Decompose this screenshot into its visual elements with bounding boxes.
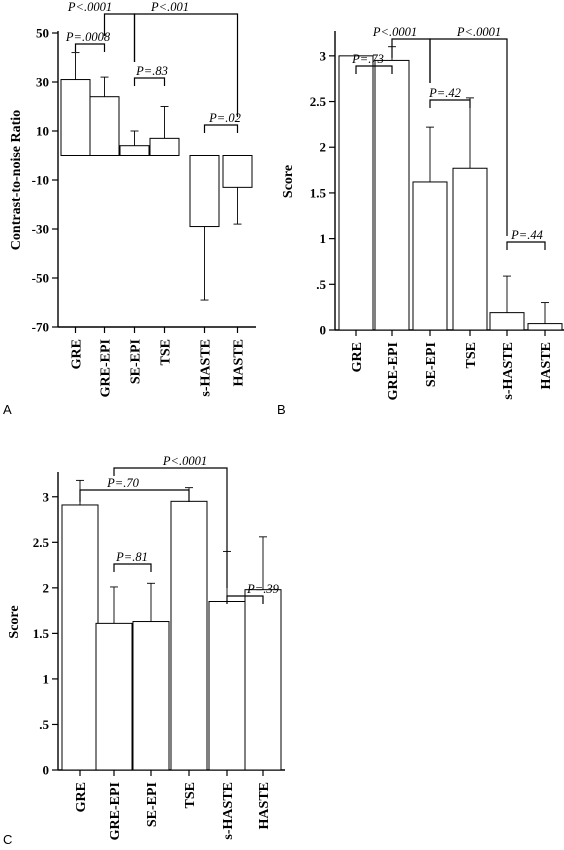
p-value-label: P=.02 xyxy=(208,111,241,125)
p-value-label: P=.44 xyxy=(510,228,543,242)
y-tick-label: -50 xyxy=(32,271,49,286)
y-axis-label: Contrast-to-noise Ratio xyxy=(9,110,24,250)
x-tick-label: TSE xyxy=(183,782,198,808)
p-value-label: P<.0001 xyxy=(162,454,207,468)
x-tick-label: SE-EPI xyxy=(424,342,439,387)
chart-panel-c: 0 .5 1 1.5 2 2.5 3 Score C GRE GRE-EPI SE-EPI TSE s-H… xyxy=(3,454,285,847)
y-tick-label: 3 xyxy=(320,48,327,63)
x-tick-label: HASTE xyxy=(257,782,272,829)
bar-gre-epi xyxy=(89,96,120,156)
bar-s-haste xyxy=(189,155,220,228)
y-tick-label: -30 xyxy=(32,222,49,237)
significance-bracket xyxy=(429,99,471,108)
significance-bracket xyxy=(113,563,152,572)
p-value-label: P<.0001 xyxy=(456,25,501,39)
y-axis-label: Score xyxy=(7,605,22,638)
significance-bracket xyxy=(203,124,239,133)
y-tick-label: 0 xyxy=(43,763,50,778)
chart-panel-a: -70 -50 -30 -10 10 30 50 Contrast-to-noise Rati… xyxy=(3,0,256,417)
x-tick-label: SE-EPI xyxy=(129,339,144,384)
panel-label: A xyxy=(3,402,12,417)
bar-gre xyxy=(61,504,99,771)
bar-se-epi xyxy=(412,181,448,331)
significance-bracket xyxy=(79,489,190,502)
x-tick-label: s-HASTE xyxy=(199,339,214,397)
significance-bracket xyxy=(133,13,239,117)
x-tick-label: GRE xyxy=(70,339,85,369)
bar-gre xyxy=(60,79,91,156)
panel-label: C xyxy=(3,832,12,847)
p-value-label: P<.0001 xyxy=(372,25,417,39)
bar-gre xyxy=(338,55,374,331)
panel-label: B xyxy=(277,402,286,417)
y-tick-label: 1 xyxy=(43,671,50,686)
bar-haste xyxy=(222,155,253,188)
p-value-label: P<.001 xyxy=(150,0,189,14)
y-tick-label: 1.5 xyxy=(33,626,50,641)
y-tick-label: .5 xyxy=(39,717,49,732)
chart-panel-b: 0 .5 1 1.5 2 2.5 3 Score B GRE GRE-EPI SE-EPI TSE s-H… xyxy=(277,25,564,417)
y-tick-label: 10 xyxy=(36,124,49,139)
p-value-label: P=.73 xyxy=(351,52,384,66)
bar-s-haste xyxy=(489,312,525,331)
x-tick-label: s-HASTE xyxy=(221,782,236,840)
p-value-label: P=.81 xyxy=(115,550,148,564)
y-tick-label: 1 xyxy=(320,231,327,246)
bar-tse xyxy=(149,137,180,157)
y-tick-label: 30 xyxy=(36,75,49,90)
y-tick-label: .5 xyxy=(316,277,326,292)
p-value-label: P=.0008 xyxy=(65,30,111,44)
y-axis-label: Score xyxy=(281,165,296,198)
x-tick-label: HASTE xyxy=(232,339,247,386)
x-tick-label: GRE-EPI xyxy=(386,342,401,400)
y-tick-label: 50 xyxy=(36,26,49,41)
y-tick-label: 1.5 xyxy=(310,185,327,200)
significance-bracket xyxy=(74,43,106,52)
significance-bracket xyxy=(133,77,166,86)
bar-gre-epi xyxy=(374,59,410,331)
x-tick-label: TSE xyxy=(464,342,479,368)
x-tick-label: GRE xyxy=(350,342,365,372)
x-tick-label: SE-EPI xyxy=(145,782,160,827)
significance-bracket xyxy=(113,467,228,588)
x-tick-label: TSE xyxy=(159,339,174,365)
y-tick-label: 3 xyxy=(43,489,50,504)
significance-bracket xyxy=(226,595,264,604)
bar-se-epi xyxy=(132,621,170,771)
p-value-label: P=.83 xyxy=(135,64,168,78)
bar-haste xyxy=(527,323,563,331)
p-value-label: P=.70 xyxy=(106,476,139,490)
bar-tse xyxy=(452,167,488,331)
y-tick-label: -10 xyxy=(32,173,49,188)
bar-gre-epi xyxy=(95,622,133,771)
x-tick-label: GRE xyxy=(74,782,89,812)
bar-s-haste xyxy=(208,601,246,771)
x-tick-label: GRE-EPI xyxy=(99,339,114,397)
bar-se-epi xyxy=(119,145,150,156)
significance-bracket xyxy=(355,65,393,74)
y-tick-label: 2 xyxy=(320,140,327,155)
x-tick-label: HASTE xyxy=(539,342,554,389)
y-tick-label: -70 xyxy=(32,320,49,335)
bar-tse xyxy=(170,500,208,771)
x-tick-label: GRE-EPI xyxy=(108,782,123,840)
significance-bracket xyxy=(429,38,508,236)
y-tick-label: 2.5 xyxy=(310,94,327,109)
p-value-label: P=.39 xyxy=(246,582,279,596)
bar-haste xyxy=(244,589,282,771)
x-tick-label: s-HASTE xyxy=(501,342,516,400)
y-tick-label: 2.5 xyxy=(33,535,50,550)
p-value-label: P=.42 xyxy=(428,86,461,100)
significance-bracket xyxy=(506,241,546,250)
y-tick-label: 2 xyxy=(43,580,50,595)
p-value-label: P<.0001 xyxy=(67,0,112,14)
y-tick-label: 0 xyxy=(320,323,327,338)
